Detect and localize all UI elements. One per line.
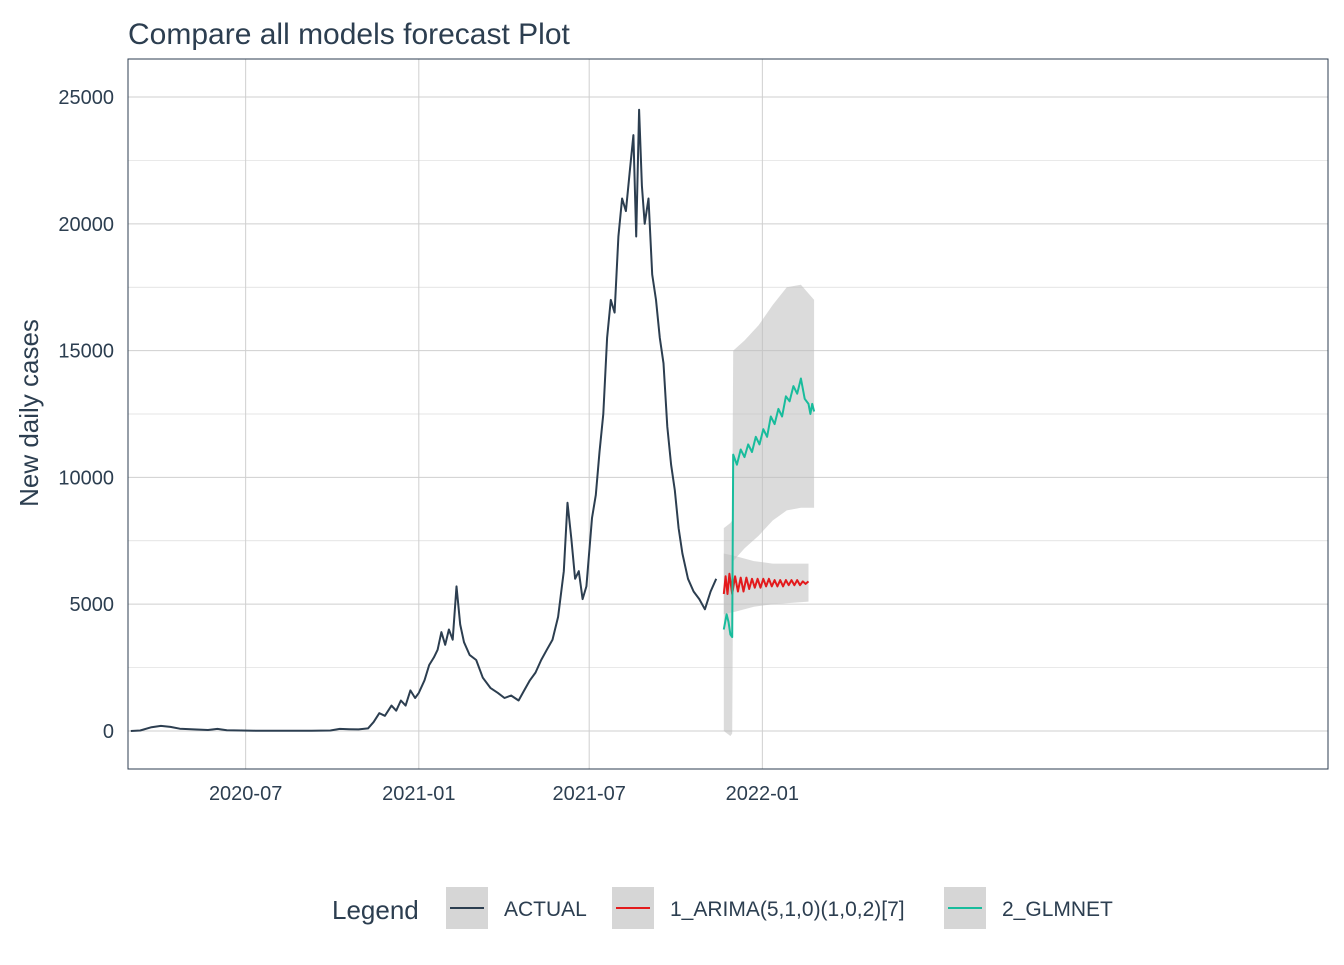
gridlines (128, 59, 1328, 769)
y-axis-ticks: 0 5000 10000 15000 20000 25000 (58, 87, 114, 743)
legend-entry-label: 2_GLMNET (1002, 898, 1113, 921)
confidence-bands (723, 284, 815, 736)
legend: Legend ACTUAL 1_ARIMA(5,1,0)(1,0,2)[7] 2_G… (332, 887, 1113, 929)
plot-panel-border (127, 58, 1329, 770)
series-lines (130, 108, 816, 732)
x-tick-label: 2021-07 (552, 783, 625, 805)
y-tick-label: 15000 (58, 341, 114, 363)
y-tick-label: 10000 (58, 467, 114, 489)
legend-entry: 2_GLMNET (944, 887, 1113, 929)
legend-entry-label: 1_ARIMA(5,1,0)(1,0,2)[7] (670, 898, 905, 921)
x-tick-label: 2020-07 (209, 783, 282, 805)
series-line-2-glmnet (722, 377, 816, 639)
confidence-band (723, 284, 815, 736)
legend-entry: ACTUAL (446, 887, 587, 929)
legend-title: Legend (332, 895, 419, 925)
series-line-actual (130, 108, 718, 732)
chart-title: Compare all models forecast Plot (128, 18, 571, 51)
y-tick-label: 5000 (70, 594, 115, 616)
legend-entry: 1_ARIMA(5,1,0)(1,0,2)[7] (612, 887, 905, 929)
legend-entries: ACTUAL 1_ARIMA(5,1,0)(1,0,2)[7] 2_GLMNET (446, 887, 1113, 929)
y-tick-label: 0 (103, 721, 114, 743)
series-line-1-arima-5-1-0-1-0-2-7 (722, 572, 810, 595)
y-tick-label: 25000 (58, 87, 114, 109)
y-axis-label: New daily cases (14, 319, 44, 507)
x-tick-label: 2022-01 (726, 783, 799, 805)
legend-entry-label: ACTUAL (504, 898, 587, 921)
y-tick-label: 20000 (58, 214, 114, 236)
x-tick-label: 2021-01 (382, 783, 455, 805)
x-axis-ticks: 2020-07 2021-01 2021-07 2022-01 (209, 783, 799, 805)
